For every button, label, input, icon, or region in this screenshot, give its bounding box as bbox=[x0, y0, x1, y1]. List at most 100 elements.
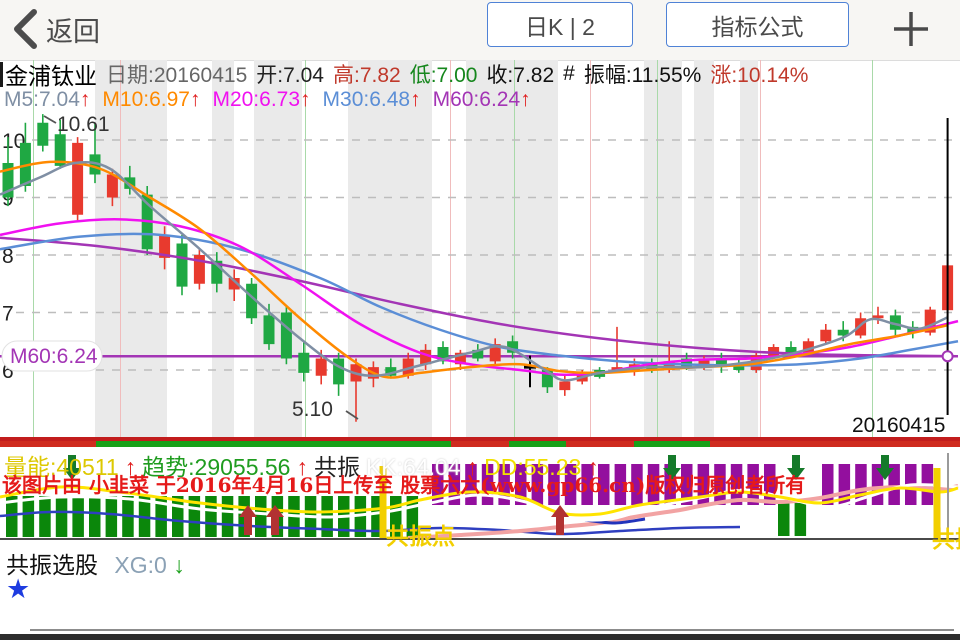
indicator-bar bbox=[714, 464, 726, 505]
indicator-bar bbox=[39, 496, 51, 537]
candle-body bbox=[37, 122, 49, 146]
ma-legend-item: M20:6.73↑ bbox=[212, 88, 311, 111]
stock-name[interactable]: 金浦钛业 bbox=[5, 63, 97, 89]
up-arrow: ↑ bbox=[189, 88, 201, 111]
ma-legend-item: M30:6.48↑ bbox=[322, 88, 421, 111]
xg-down-arrow: ↓ bbox=[173, 552, 185, 578]
y-axis-tick-label: 8 bbox=[2, 245, 14, 268]
indicator-bar bbox=[747, 464, 759, 505]
candle-body bbox=[89, 154, 101, 175]
signal-strip-segment bbox=[566, 441, 634, 447]
back-chevron-icon bbox=[14, 9, 37, 49]
chart-divider-line bbox=[0, 437, 960, 441]
candle-body bbox=[472, 349, 484, 359]
back-button[interactable]: 返回 bbox=[12, 8, 100, 50]
low-value: 低:7.00 bbox=[409, 64, 478, 87]
signal-strip-segment bbox=[710, 441, 960, 447]
candle-body bbox=[176, 243, 188, 287]
session-separator-green bbox=[514, 60, 515, 437]
indicator-bar bbox=[548, 464, 560, 505]
session-separator-green bbox=[305, 60, 306, 437]
candle-body bbox=[872, 315, 884, 319]
buy-signal-up-arrow bbox=[239, 505, 257, 535]
indicator-bar bbox=[855, 464, 867, 505]
indicator-bar bbox=[221, 496, 234, 537]
indicator-bar bbox=[255, 496, 267, 537]
candle-body bbox=[820, 329, 832, 342]
low-price-annotation: 5.10 bbox=[292, 398, 333, 421]
star-icon[interactable]: ★ bbox=[6, 574, 31, 604]
candle-body bbox=[559, 381, 571, 391]
candle-body bbox=[855, 318, 867, 336]
up-arrow: ↑ bbox=[124, 454, 137, 480]
candle-body bbox=[72, 142, 84, 215]
candle-body bbox=[698, 358, 710, 368]
session-separator-green bbox=[657, 60, 658, 437]
candle-body bbox=[298, 352, 310, 373]
indicator-bar bbox=[664, 464, 676, 505]
indicator-bar bbox=[531, 464, 544, 505]
indicator-bar bbox=[515, 464, 527, 505]
indicator-value-label: KK:64.04 bbox=[365, 454, 461, 480]
indicator-bar bbox=[822, 464, 834, 505]
signal-strip-segment bbox=[634, 441, 710, 447]
up-arrow: ↑ bbox=[520, 88, 531, 111]
candle-body bbox=[420, 349, 432, 365]
highlight-band bbox=[254, 60, 302, 437]
indicator-bar bbox=[390, 496, 402, 537]
indicator-bar bbox=[681, 464, 693, 505]
indicator-bar bbox=[730, 464, 743, 505]
add-button[interactable] bbox=[888, 6, 934, 52]
m60-label-pill bbox=[1, 340, 103, 372]
indicator-panel-chart[interactable] bbox=[0, 447, 960, 538]
top-nav-bar: 返回 日K | 2 指标公式 bbox=[0, 0, 960, 61]
candle-body bbox=[437, 347, 449, 362]
indicator-value-label: 量能:40511 bbox=[4, 454, 119, 480]
highlight-band bbox=[694, 60, 714, 437]
indicator-bar bbox=[764, 464, 776, 505]
candle-body bbox=[611, 367, 623, 370]
high-value: 高:7.82 bbox=[333, 64, 401, 87]
up-arrow: ↑ bbox=[300, 88, 311, 111]
indicator-bar bbox=[432, 464, 444, 505]
indicator-value-label: 趋势:29055.56 bbox=[142, 454, 291, 480]
up-arrow: ↑ bbox=[587, 454, 599, 480]
candle-body bbox=[802, 341, 814, 353]
indicator-bar bbox=[794, 503, 807, 536]
indicator-formula-button[interactable]: 指标公式 bbox=[666, 2, 849, 47]
candle-body bbox=[124, 177, 136, 189]
indicator-bar bbox=[72, 496, 84, 537]
session-separator-green bbox=[33, 60, 34, 437]
ma-legend-item: M5:7.04↑ bbox=[4, 88, 91, 111]
signal-strip-segment bbox=[509, 441, 566, 447]
ma-curve-M30 bbox=[0, 232, 959, 367]
candle-body bbox=[715, 358, 727, 368]
sell-signal-down-arrow bbox=[663, 455, 681, 480]
period-button[interactable]: 日K | 2 bbox=[487, 2, 633, 47]
candle-body bbox=[907, 326, 919, 333]
indicator-bar bbox=[871, 464, 884, 505]
candle-body bbox=[54, 134, 66, 166]
indicator-bar bbox=[581, 464, 593, 505]
indicator-bar bbox=[172, 496, 184, 537]
indicator-bar bbox=[598, 464, 610, 505]
signal-strip-segment bbox=[0, 441, 96, 447]
highlight-band bbox=[95, 60, 167, 437]
sell-signal-down-arrow bbox=[876, 455, 894, 480]
candle-body bbox=[159, 234, 171, 258]
candle-body bbox=[106, 174, 118, 198]
candle-body bbox=[2, 163, 14, 198]
candle-body bbox=[541, 370, 553, 388]
session-separator-pink bbox=[590, 60, 591, 437]
indicator-line-dkj-blue bbox=[0, 510, 741, 536]
candle-body bbox=[681, 358, 693, 368]
candle-body bbox=[193, 255, 205, 284]
screen-bottom-edge bbox=[0, 634, 960, 640]
change-value: 涨:10.14% bbox=[710, 64, 809, 87]
y-axis-tick-label: 6 bbox=[2, 360, 14, 383]
open-value: 开:7.04 bbox=[256, 64, 324, 87]
indicator-bar bbox=[498, 464, 510, 505]
candle-body bbox=[507, 341, 519, 353]
candles-group[interactable] bbox=[2, 114, 954, 422]
